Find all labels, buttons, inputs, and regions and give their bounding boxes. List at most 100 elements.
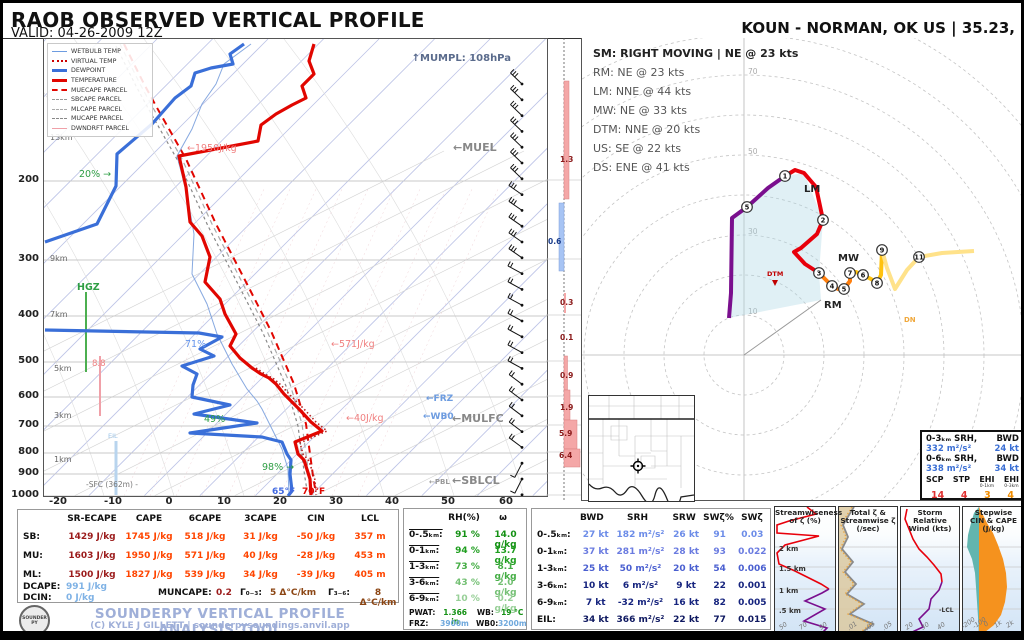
county-lines: [589, 396, 694, 488]
pressure-tick-300: 300: [18, 253, 39, 264]
streamwiseness-trace-upper: [776, 507, 830, 590]
miniplot2-title3: (/sec): [856, 524, 880, 533]
cape3-value: 31 J/kg: [243, 532, 278, 542]
streamwise-zeta-trace: [839, 507, 873, 631]
temp-tick-20: 20: [273, 496, 287, 507]
legend-line-swatch: [52, 99, 67, 101]
cape-value: 1745 J/kg: [125, 532, 173, 542]
swzeta-pct-value: 93: [713, 547, 726, 557]
bwd-value: 34 kt: [582, 615, 609, 625]
cape3-value: 40 J/kg: [243, 551, 278, 561]
temp-tick-40: 40: [385, 496, 399, 507]
layer-label: 1-3ₖₘ:: [409, 562, 440, 572]
srw-value: 20 kt: [673, 564, 700, 574]
legend-item: TEMPERATURE: [52, 76, 148, 86]
storm-motion-line: US: SE @ 22 kts: [593, 142, 682, 155]
mu-cape-annotation: ←1950J/kg: [187, 143, 237, 154]
col-srh: SRH: [627, 513, 648, 523]
legend-line-swatch: [52, 51, 67, 53]
skewt-background-grid: [44, 39, 547, 496]
pwat-label: PWAT:: [409, 608, 436, 617]
lapse-03-label: Γ₀₋₃:: [240, 588, 262, 598]
muel-annotation: ←MUEL: [453, 141, 497, 154]
moisture-table: RH(%) ω 0-.5ₖₘ: 91 % 14.0 g/kg 0-1ₖₘ: 94…: [403, 508, 527, 630]
col-srw: SRW: [672, 513, 696, 523]
dcin-value: 0 J/kg: [66, 593, 95, 603]
kinematics-row: 0-.5ₖₘ: 27 kt 182 m²/s² 26 kt 91 0.03: [532, 530, 770, 540]
wb-value: 19 °C: [501, 608, 524, 617]
cin-value: -39 J/kg: [296, 570, 336, 580]
stepwise-cape-area: [979, 507, 1007, 631]
svg-text:5: 5: [842, 285, 847, 293]
legend-item: SBCAPE PARCEL: [52, 95, 148, 105]
cape-value: 1950 J/kg: [125, 551, 173, 561]
miniplot4-canvas: [963, 507, 1021, 631]
height-5km: 5km: [54, 364, 72, 373]
virtual-temp-trace: [255, 367, 329, 496]
srw-value: 28 kt: [673, 547, 700, 557]
height-7km: 7km: [50, 310, 68, 319]
srh-value: 366 m²/s²: [616, 615, 665, 625]
srh-value: 50 m²/s²: [619, 564, 662, 574]
col-3cape: 3CAPE: [244, 514, 277, 524]
layer-label: 3-6ₖₘ:: [537, 581, 568, 591]
lcl-value: 453 m: [354, 551, 386, 561]
legend-line-swatch: [52, 69, 67, 73]
col-sr-ecape: SR-ECAPE: [67, 514, 117, 524]
kinematics-header-row: BWD SRH SRW SWζ% SWζ: [532, 513, 770, 523]
logo-text: SOUNDER PY: [22, 615, 47, 626]
srw-trace-lower: [912, 581, 943, 631]
rh71-annotation: 71%: [185, 339, 206, 350]
dn-label: DN: [904, 316, 916, 324]
hodograph-trace-khaki: [880, 249, 975, 291]
bwd-value: 10 kt: [582, 581, 609, 591]
ylabel-0-5km: .5 km: [779, 607, 801, 615]
composite-value-row: 14 4 3 4: [926, 490, 1019, 501]
miniplot3-canvas: [901, 508, 959, 631]
legend-line-swatch: [52, 128, 67, 130]
scp-label: SCP: [926, 475, 944, 484]
legend-label: DWNDRFT PARCEL: [71, 125, 130, 133]
col-6cape: 6CAPE: [188, 514, 222, 524]
thermo-row: ML: 1500 J/kg 1827 J/kg 539 J/kg 34 J/kg…: [18, 570, 398, 580]
ehi3-value: 4: [1007, 490, 1014, 501]
parcel-row-label: ML:: [23, 570, 42, 580]
svg-text:3: 3: [817, 269, 822, 277]
miniplot1-title2: of ζ (%): [789, 516, 821, 525]
storm-motion-line: MW: NE @ 33 kts: [593, 104, 688, 117]
pressure-tick-700: 700: [18, 419, 39, 430]
wb-label: WB:: [476, 608, 494, 617]
legend-line-swatch: [52, 79, 67, 83]
omega-value-4: 0.1: [560, 333, 573, 342]
mixing-ratio-value: 13.7 g/kg: [494, 546, 517, 566]
swzeta-pct-value: 91: [713, 530, 726, 540]
pwat-value: 1.366 in: [443, 608, 468, 626]
legend-label: DEWPOINT: [71, 67, 106, 75]
srh6-label: 0-6ₖₘ SRH,: [926, 454, 978, 464]
hodograph-trace-purple: [727, 174, 787, 319]
miniplot1-title: Streamwiseness: [775, 508, 843, 517]
cape6-annotation: ←571J/kg: [331, 339, 375, 350]
wetbulb-trace: [176, 43, 290, 496]
temp-tick-0: 0: [165, 496, 173, 507]
swzeta-value: 0.022: [738, 547, 767, 557]
cin-value: -28 J/kg: [296, 551, 336, 561]
temp-tick--10: -10: [103, 496, 123, 507]
mixing-ratio-value: 0.2 g/kg: [494, 594, 517, 614]
srh3-header-row: 0-3ₖₘ SRH, BWD: [926, 434, 1019, 444]
srh3-label: 0-3ₖₘ SRH,: [926, 434, 978, 444]
frz-annotation: ←FRZ: [426, 394, 454, 404]
sr-ecape-value: 1429 J/kg: [68, 532, 116, 542]
legend-line-swatch: [52, 108, 67, 110]
ylabel-1-5km: 1.5 km: [779, 565, 806, 573]
dcape-label: DCAPE:: [23, 582, 61, 592]
pressure-tick-200: 200: [18, 174, 39, 185]
state-border-south: [589, 483, 694, 501]
moisture-row: 3-6ₖₘ: 43 % 2.0 g/kg: [404, 578, 526, 598]
station-crosshair-icon: [630, 458, 646, 474]
cape-value: 1827 J/kg: [125, 570, 173, 580]
layer-label: 0-1ₖₘ:: [537, 547, 568, 557]
moisture-row: 6-9ₖₘ: 10 % 0.2 g/kg: [404, 594, 526, 614]
rh-value: 94 %: [455, 546, 480, 556]
miniplot-total-zeta: Total ζ & Streamwise ζ (/sec) .01 .03 .05: [838, 506, 898, 631]
